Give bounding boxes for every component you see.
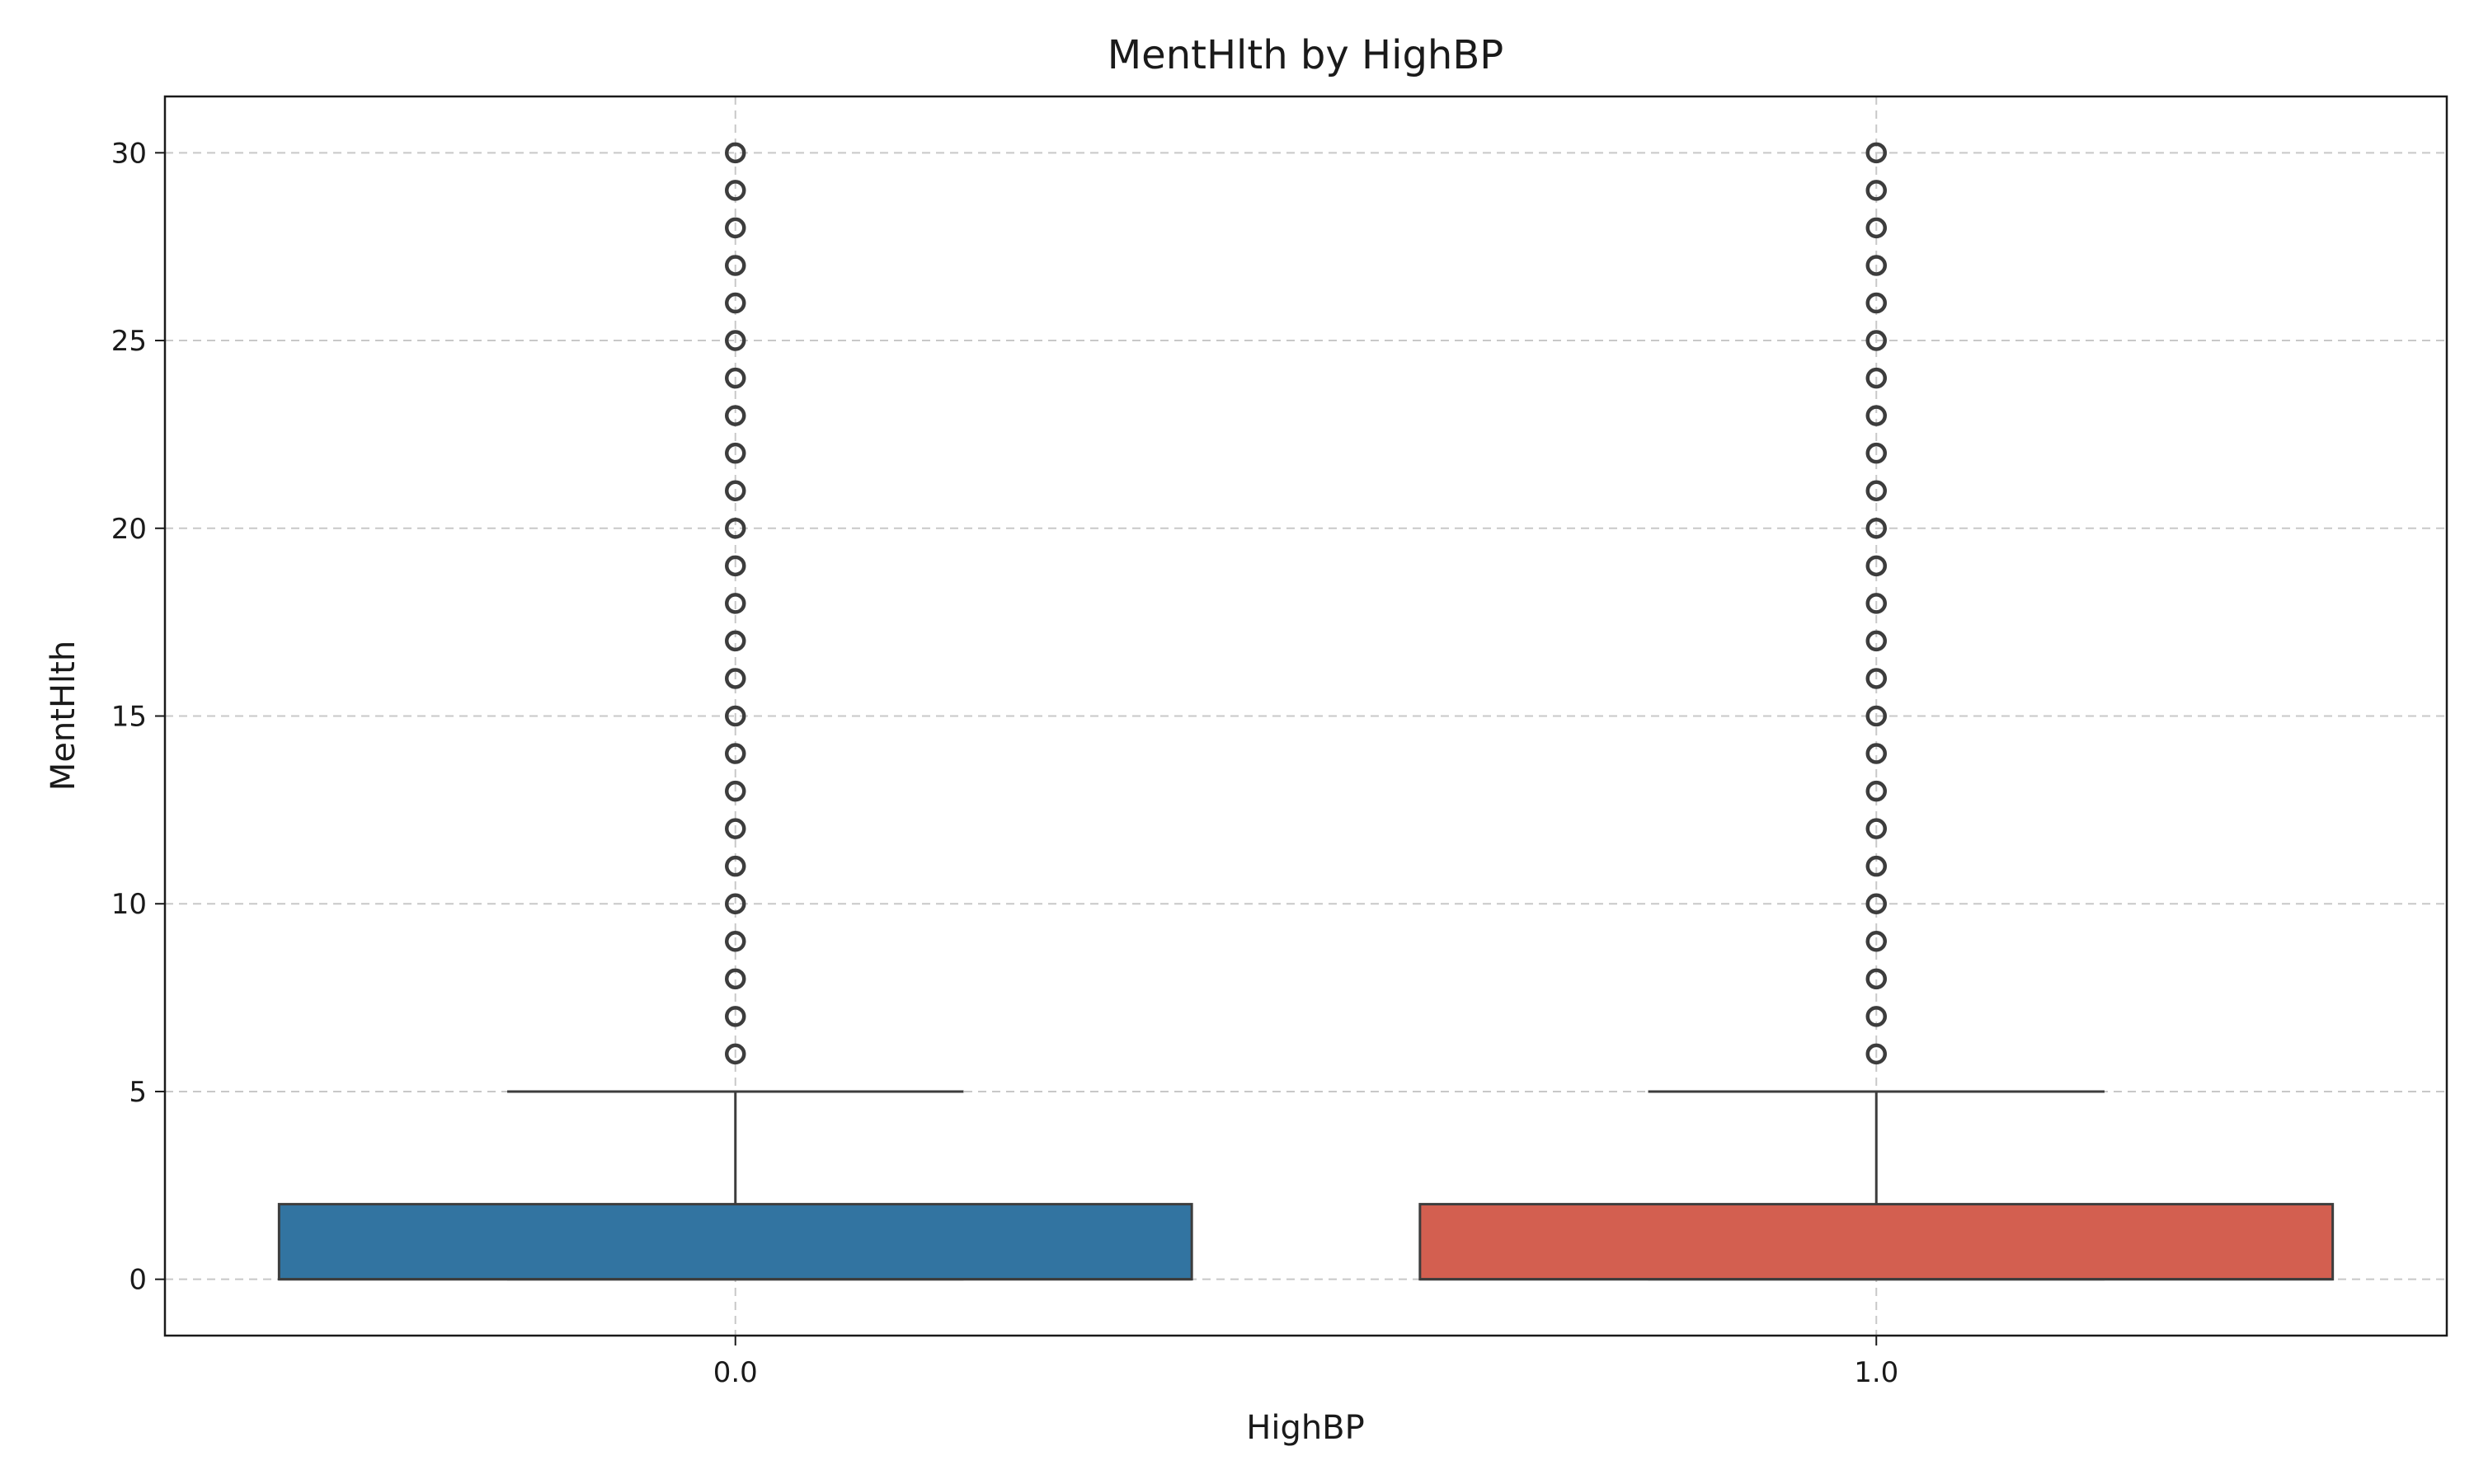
axis-layer: 0 5 10 15 20 25 30 0.0 1.0	[111, 137, 1899, 1389]
outlier-point	[1865, 968, 1887, 990]
outlier-point	[1865, 780, 1887, 802]
outlier-point	[1865, 743, 1887, 764]
outlier-point	[1865, 292, 1887, 314]
outlier-point	[1865, 555, 1887, 577]
outlier-point	[725, 1043, 746, 1065]
outlier-point	[725, 593, 746, 614]
outlier-point	[1865, 405, 1887, 426]
outlier-point	[1865, 931, 1887, 952]
outlier-point	[1865, 1043, 1887, 1065]
y-tick-label: 0	[129, 1264, 147, 1297]
outlier-point	[1865, 480, 1887, 501]
outlier-point	[1865, 255, 1887, 276]
outlier-point	[725, 330, 746, 351]
outlier-point	[725, 668, 746, 689]
outlier-point	[725, 931, 746, 952]
outlier-point	[725, 180, 746, 201]
outlier-point	[1865, 893, 1887, 914]
outlier-point	[1865, 330, 1887, 351]
chart-title: MentHlth by HighBP	[1108, 32, 1503, 78]
outlier-point	[725, 480, 746, 501]
outlier-point	[1865, 705, 1887, 727]
y-tick-label: 25	[111, 325, 147, 358]
box-0.0	[277, 1203, 1193, 1281]
outlier-point	[725, 518, 746, 539]
outlier-point	[1865, 668, 1887, 689]
outlier-point	[725, 142, 746, 164]
y-tick-label: 15	[111, 701, 147, 734]
outlier-point	[725, 893, 746, 914]
outlier-point	[725, 968, 746, 990]
outlier-point	[1865, 855, 1887, 877]
outlier-point	[725, 405, 746, 426]
outlier-point	[725, 1006, 746, 1027]
outlier-point	[725, 818, 746, 839]
outlier-point	[725, 367, 746, 389]
outlier-point	[725, 705, 746, 727]
outlier-point	[725, 555, 746, 577]
x-tick-label: 1.0	[1854, 1356, 1898, 1389]
outlier-point	[1865, 630, 1887, 652]
outlier-point	[1865, 142, 1887, 164]
outlier-point	[725, 630, 746, 652]
outlier-point	[725, 217, 746, 239]
outlier-point	[725, 855, 746, 877]
outlier-point	[1865, 367, 1887, 389]
outlier-point	[725, 292, 746, 314]
x-axis-label: HighBP	[1246, 1409, 1365, 1447]
outlier-point	[1865, 217, 1887, 239]
y-tick-label: 30	[111, 137, 147, 170]
outlier-point	[1865, 1006, 1887, 1027]
outlier-point	[1865, 442, 1887, 464]
x-tick-label: 0.0	[713, 1356, 758, 1389]
y-tick-label: 5	[129, 1076, 147, 1109]
y-tick-label: 10	[111, 888, 147, 921]
outlier-point	[725, 442, 746, 464]
outlier-point	[1865, 180, 1887, 201]
outlier-point	[725, 743, 746, 764]
y-axis-label: MentHlth	[45, 641, 82, 791]
box-layer	[277, 142, 2335, 1281]
box-1.0	[1418, 1203, 2335, 1281]
grid-layer	[165, 96, 2447, 1336]
outlier-point	[1865, 593, 1887, 614]
outlier-point	[1865, 518, 1887, 539]
outlier-point	[725, 780, 746, 802]
y-tick-label: 20	[111, 513, 147, 546]
outlier-point	[1865, 818, 1887, 839]
outlier-point	[725, 255, 746, 276]
